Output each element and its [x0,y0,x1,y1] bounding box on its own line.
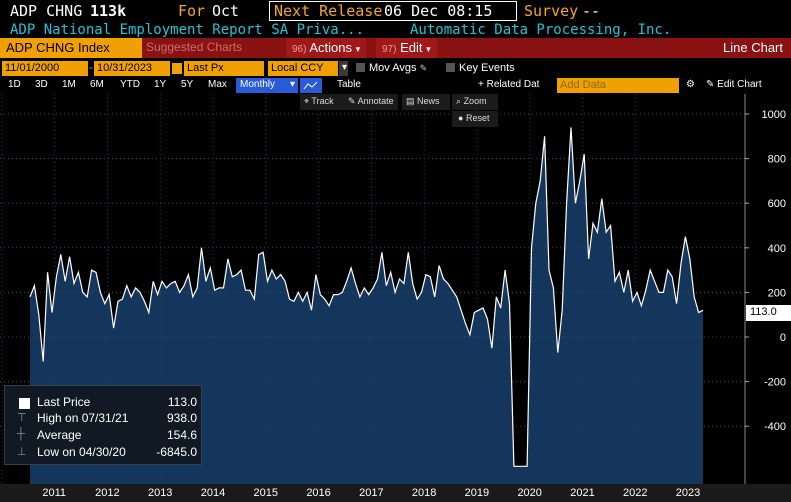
edit-menu[interactable]: 97) Edit ▾ [376,38,437,58]
calendar-icon[interactable] [172,63,182,74]
legend-last-price: Last Price 113.0 [5,395,203,411]
index-name-field[interactable]: ADP CHNG Index [0,38,142,58]
zoom-icon: ⌕ [456,96,462,106]
currency-select[interactable]: Local CCY [268,61,338,76]
x-tick-label: 2020 [517,487,542,499]
news-button[interactable]: ▤ News [402,94,450,110]
y-tick-label: -200 [764,377,786,389]
series-line [29,127,704,467]
description-row: ADP National Employment Report SA Priva.… [0,21,791,39]
mov-avgs-checkbox-icon [356,63,365,72]
x-tick-label: 2017 [359,487,384,499]
x-tick-label: 2013 [147,487,173,499]
period-ytd[interactable]: YTD [120,79,140,90]
legend-average: ┼ Average 154.6 [17,428,197,442]
x-tick-label: 2011 [42,487,67,499]
date-separator: - [89,62,93,74]
ticker-value: 113k [90,2,127,20]
ticker: ADP CHNG [10,2,83,20]
track-icon: ⌖ [304,96,310,106]
mov-avgs-toggle[interactable]: Mov Avgs ✎ [356,62,427,74]
x-tick-label: 2016 [306,487,331,499]
edit-chart-button[interactable]: ✎ Edit Chart [706,79,762,90]
annotate-icon: ✎ [348,96,356,106]
for-label: For [178,2,206,20]
controls-row: 11/01/2000 - 10/31/2023 Last Px Local CC… [0,61,791,77]
key-events-checkbox-icon [446,63,455,72]
next-release-label: Next Release [274,2,383,20]
actions-menu[interactable]: 96) Actions ▾ [286,38,367,58]
y-tick-label: 1000 [762,109,786,121]
period-6m[interactable]: 6M [90,79,104,90]
y-tick-label: -400 [764,421,786,433]
x-tick-label: 2023 [675,487,701,499]
average-marker-icon: ┼ [17,428,25,440]
reset-button[interactable]: ● Reset [452,111,498,127]
survey-value: -- [582,2,601,20]
x-axis: 2011 2012 2013 2014 2015 2016 2017 2018 2019 2020… [0,484,791,502]
x-tick-label: 2022 [623,487,648,499]
key-events-toggle[interactable]: Key Events [446,62,515,74]
y-tick-label: 600 [768,198,786,210]
period-5y[interactable]: 5Y [181,79,194,90]
survey-label: Survey [524,2,579,20]
x-tick-label: 2018 [411,487,437,499]
next-release-value: 06 Dec 08:15 [384,2,493,20]
x-tick-label: 2014 [200,487,226,499]
y-tick-label: 800 [768,154,786,166]
for-value: Oct [212,2,240,20]
related-data-button[interactable]: + Related Dat [478,79,540,90]
last-value-label: 113.0 [746,305,791,321]
table-button[interactable]: Table [337,79,361,90]
x-tick-label: 2019 [464,487,490,499]
period-1m[interactable]: 1M [62,79,76,90]
y-tick-label: 400 [768,243,786,255]
period-row: 1D 3D 1M 6M YTD 1Y 5Y Max Monthly ▾ Tabl… [0,78,791,94]
line-chart-icon[interactable] [300,78,322,93]
pencil-icon: ✎ [706,79,715,90]
y-tick-label: 200 [768,287,786,299]
company-name: Automatic Data Processing, Inc. [410,22,672,38]
legend-box: Last Price 113.0 ⊤ High on 07/31/21 938.… [4,385,202,465]
reset-icon: ● [458,113,464,123]
suggested-charts-button[interactable]: Suggested Charts [146,40,243,54]
legend-low: ⊥ Low on 04/30/20 -6845.0 [17,445,197,459]
legend-swatch [19,398,30,409]
x-tick-label: 2021 [570,487,595,499]
frequency-select[interactable]: Monthly ▾ [236,78,298,93]
low-marker-icon: ⊥ [17,446,27,458]
x-tick-label: 2015 [253,487,278,499]
news-icon: ▤ [406,96,415,106]
security-description: ADP National Employment Report SA Priva.… [10,22,365,38]
period-1y[interactable]: 1Y [154,79,167,90]
period-1d[interactable]: 1D [8,79,21,90]
next-release-box [269,1,517,21]
x-tick-label: 2012 [95,487,120,499]
annotate-button[interactable]: ✎ Annotate [344,94,398,110]
y-tick-label: 0 [780,332,786,344]
add-data-input[interactable]: Add Data [557,78,679,93]
period-max[interactable]: Max [208,79,227,90]
legend-high: ⊤ High on 07/31/21 938.0 [17,411,197,425]
header-row: ADP CHNG 113k For Oct Next Release 06 De… [0,0,791,22]
pencil-icon: ✎ [419,63,428,73]
price-type-select[interactable]: Last Px [184,61,264,76]
chart-type-label: Line Chart [723,40,783,55]
currency-dropdown-icon[interactable]: ▾ [339,61,348,76]
zoom-button[interactable]: ⌕ Zoom [452,94,498,110]
chart-settings-button[interactable]: ⚙ [686,79,695,90]
period-3d[interactable]: 3D [35,79,48,90]
start-date-input[interactable]: 11/01/2000 [2,61,88,76]
high-marker-icon: ⊤ [17,412,27,424]
menu-bar: ADP CHNG Index Suggested Charts 96) Acti… [0,38,791,58]
end-date-input[interactable]: 10/31/2023 [94,61,170,76]
